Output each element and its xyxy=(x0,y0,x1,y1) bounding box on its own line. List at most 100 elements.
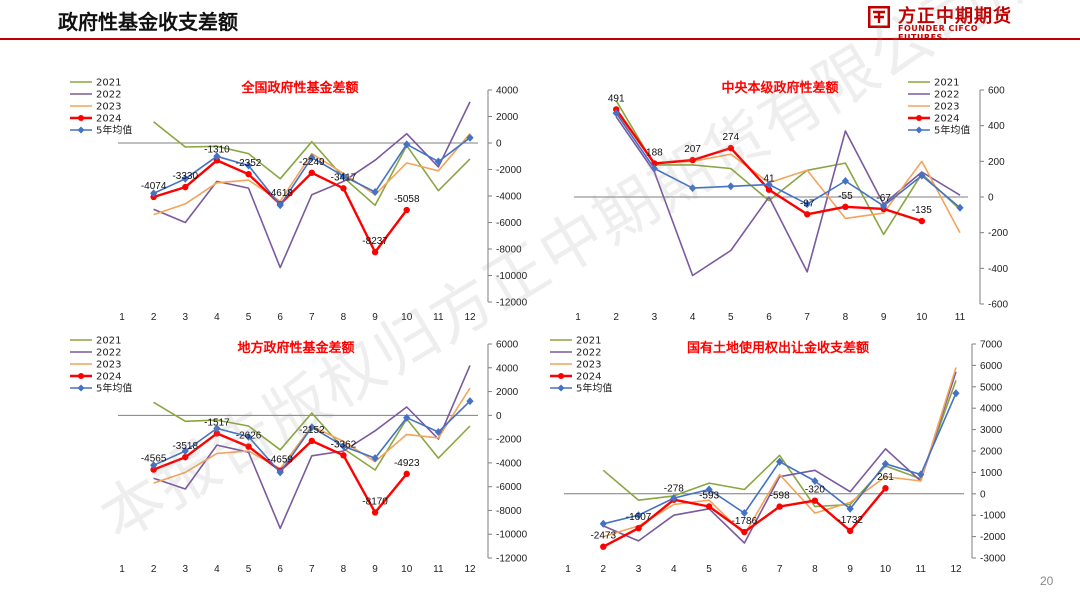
data-point-average xyxy=(181,174,189,183)
data-point-2024 xyxy=(842,203,849,211)
data-label: -8237 xyxy=(362,236,388,247)
x-tick-label: 12 xyxy=(464,312,476,323)
legend-marker xyxy=(77,384,85,392)
data-label: -1607 xyxy=(626,512,652,523)
legend-label: 2023 xyxy=(96,102,121,113)
data-label: -278 xyxy=(664,484,684,495)
data-point-2024 xyxy=(403,206,410,214)
x-tick-label: 3 xyxy=(636,564,642,575)
data-point-2024 xyxy=(741,528,748,536)
series-line-2021 xyxy=(153,121,471,207)
data-label: -4074 xyxy=(141,181,167,192)
data-point-average xyxy=(765,180,773,189)
chart-land-transfer-balance-svg: 7000 6000 5000 4000 3000 2000 1000 0 -1000 -2000 -… xyxy=(550,336,1006,575)
chart-title: 全国政府性基金差额 xyxy=(240,80,358,96)
data-point-2024 xyxy=(804,211,811,218)
legend-label: 2024 xyxy=(96,372,121,383)
data-point-2024 xyxy=(245,443,252,450)
y-tick-label: -12000 xyxy=(496,298,528,309)
legend-marker xyxy=(557,384,565,392)
data-point-average xyxy=(308,153,316,162)
x-tick-label: 3 xyxy=(652,312,658,323)
data-point-average xyxy=(612,109,620,118)
data-label: -1786 xyxy=(732,516,758,527)
title-divider xyxy=(0,38,1080,40)
data-label: -1732 xyxy=(837,515,863,526)
data-label: -55 xyxy=(838,191,853,202)
chart-local-fund-balance-svg: 6000 4000 2000 0 -2000 -4000 -6000 -8000 -10000 -… xyxy=(70,336,528,575)
data-label: -135 xyxy=(912,205,932,216)
data-point-average xyxy=(689,184,697,193)
data-point-average xyxy=(308,423,316,432)
data-label: 491 xyxy=(608,93,625,104)
x-tick-label: 4 xyxy=(214,312,220,323)
legend-label: 5年均值 xyxy=(96,124,132,137)
legend-label: 2022 xyxy=(96,348,121,359)
logo-mark-icon xyxy=(868,6,890,28)
data-point-average xyxy=(434,157,442,166)
data-point-average xyxy=(956,203,964,212)
legend-label: 2022 xyxy=(934,90,959,101)
y-tick-label: 0 xyxy=(980,489,986,500)
data-label: -4659 xyxy=(267,455,293,466)
page-title: 政府性基金收支差额 xyxy=(58,10,238,34)
data-point-2024 xyxy=(882,485,889,492)
company-logo: 方正中期期货 FOUNDER CIFCO FUTURES xyxy=(866,2,1026,42)
y-tick-label: 0 xyxy=(496,139,502,150)
y-tick-label: 3000 xyxy=(980,425,1003,436)
data-point-average xyxy=(181,447,189,455)
data-point-average xyxy=(371,188,379,197)
data-point-average xyxy=(403,413,411,422)
series-line-2021 xyxy=(615,100,961,236)
data-point-average xyxy=(434,427,442,436)
data-point-average xyxy=(466,133,474,142)
chart-title: 中央本级政府性差额 xyxy=(721,80,838,96)
data-label: -97 xyxy=(800,198,815,209)
data-label: -2626 xyxy=(236,431,262,442)
legend-label: 2023 xyxy=(934,102,959,113)
y-tick-label: 2000 xyxy=(980,447,1003,458)
x-tick-label: 5 xyxy=(246,564,252,575)
data-label: -3362 xyxy=(331,439,357,450)
data-point-2024 xyxy=(308,437,316,445)
y-tick-label: 6000 xyxy=(496,340,519,351)
data-point-2024 xyxy=(340,452,347,459)
x-tick-label: 3 xyxy=(182,312,188,323)
legend-label: 2022 xyxy=(576,348,601,359)
y-tick-label: 600 xyxy=(988,86,1005,97)
x-tick-label: 1 xyxy=(119,312,125,323)
data-point-2024 xyxy=(600,543,607,550)
data-point-2024 xyxy=(727,144,734,152)
legend-label: 5年均值 xyxy=(934,124,970,137)
data-label: 274 xyxy=(722,132,739,143)
x-tick-label: 6 xyxy=(277,312,283,323)
x-tick-label: 11 xyxy=(955,312,966,323)
data-point-average xyxy=(466,397,474,406)
data-point-average xyxy=(339,172,348,181)
y-tick-label: 2000 xyxy=(496,112,519,123)
data-label: -1310 xyxy=(204,144,230,155)
y-tick-label: 4000 xyxy=(496,86,519,97)
x-tick-label: 7 xyxy=(309,312,315,323)
x-tick-label: 9 xyxy=(881,312,887,323)
series-line-5年均值 xyxy=(615,112,961,209)
data-point-2024 xyxy=(765,186,773,193)
data-point-2024 xyxy=(635,524,642,532)
x-tick-label: 10 xyxy=(401,564,413,575)
y-tick-label: -6000 xyxy=(496,482,522,493)
data-point-2024 xyxy=(213,157,221,164)
y-tick-label: 1000 xyxy=(980,468,1003,479)
data-point-2024 xyxy=(403,470,410,478)
y-tick-label: 6000 xyxy=(980,361,1003,372)
data-point-average xyxy=(634,511,643,520)
data-point-average xyxy=(339,442,348,451)
legend-marker xyxy=(916,115,922,121)
y-tick-label: 0 xyxy=(988,193,994,204)
data-label: -3417 xyxy=(331,172,357,183)
x-tick-label: 2 xyxy=(613,312,619,323)
legend-label: 2021 xyxy=(96,336,121,347)
x-tick-label: 9 xyxy=(372,312,378,323)
